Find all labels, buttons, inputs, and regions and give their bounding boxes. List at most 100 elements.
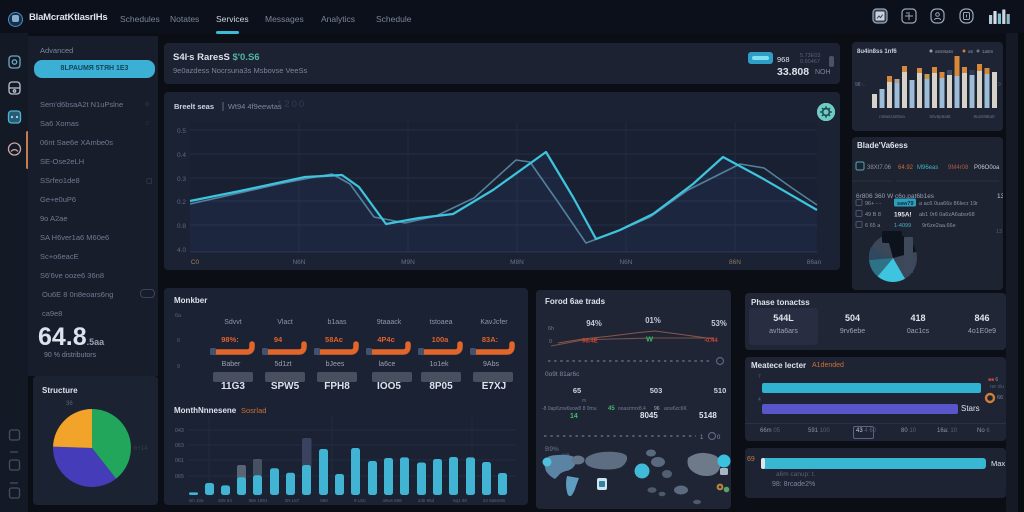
svg-text:83A:: 83A: xyxy=(482,335,498,344)
svg-text:0: 0 xyxy=(717,435,721,441)
svg-text:Baber: Baber xyxy=(222,361,241,368)
svg-text:acw6zc6K: acw6zc6K xyxy=(664,406,687,412)
svg-text:6 65 a: 6 65 a xyxy=(865,223,881,229)
svg-text:9 L6C: 9 L6C xyxy=(354,498,367,503)
svg-text:8P05: 8P05 xyxy=(429,381,453,392)
svg-text:13: 13 xyxy=(997,193,1003,200)
svg-text:8045: 8045 xyxy=(640,411,658,420)
svg-text:M9N: M9N xyxy=(401,259,415,266)
svg-text:Vlact: Vlact xyxy=(277,319,293,326)
svg-text:2N L87: 2N L87 xyxy=(285,498,300,503)
svg-text:11G3: 11G3 xyxy=(221,381,245,392)
svg-text:4m 10a: 4m 10a xyxy=(188,498,204,503)
svg-text:4P4c: 4P4c xyxy=(377,335,395,344)
svg-text:605 64: 605 64 xyxy=(218,498,232,503)
svg-text:9Abs: 9Abs xyxy=(483,361,499,368)
svg-text:KavJcfer: KavJcfer xyxy=(480,319,508,326)
svg-text:IOO5: IOO5 xyxy=(377,381,401,392)
svg-text:38Xt7.06: 38Xt7.06 xyxy=(867,165,892,171)
svg-text:043: 043 xyxy=(175,428,184,434)
svg-text:94%: 94% xyxy=(586,319,602,328)
svg-text:m9asza00xa: m9asza00xa xyxy=(879,114,905,119)
svg-text:6r806 360 W c6o.pat6b1es: 6r806 360 W c6o.pat6b1es xyxy=(856,193,935,200)
svg-text:4.0: 4.0 xyxy=(177,247,186,254)
svg-text:061: 061 xyxy=(175,458,184,464)
svg-text:la6ce: la6ce xyxy=(379,361,396,368)
svg-text:6h: 6h xyxy=(548,326,554,332)
svg-text:N6N: N6N xyxy=(292,259,305,266)
svg-text:53%: 53% xyxy=(711,319,727,328)
svg-text:1o1ek: 1o1ek xyxy=(429,361,449,368)
svg-text:98 :.: 98 :. xyxy=(855,82,865,88)
svg-text:49 B 8: 49 B 8 xyxy=(865,212,881,218)
svg-text:50v6p6a5t: 50v6p6a5t xyxy=(929,114,951,119)
svg-text:5d1zt: 5d1zt xyxy=(274,361,291,368)
svg-text:N6N: N6N xyxy=(619,259,632,266)
svg-text:bJees: bJees xyxy=(326,361,345,368)
svg-text:a ac6 0ua66s 86lecr 19r: a ac6 0ua66s 86lecr 19r xyxy=(919,201,978,207)
svg-text:-8 0ap6zrw6sow8 8 0mu: -8 0ap6zrw6sow8 8 0mu xyxy=(542,406,597,412)
svg-text:14: 14 xyxy=(570,413,578,420)
svg-text:45: 45 xyxy=(608,406,615,412)
svg-text:65: 65 xyxy=(573,386,581,395)
svg-text:9r6ze2aa.66e: 9r6ze2aa.66e xyxy=(922,223,956,229)
svg-text:m: m xyxy=(582,398,586,404)
svg-text:98.4E: 98.4E xyxy=(582,339,598,345)
svg-text:9taaack: 9taaack xyxy=(377,319,402,326)
svg-text:6q1 98: 6q1 98 xyxy=(453,498,467,503)
svg-text:0.5: 0.5 xyxy=(177,128,186,135)
svg-text:503: 503 xyxy=(650,386,663,395)
svg-text:a6: a6 xyxy=(968,49,974,54)
svg-text:M8N: M8N xyxy=(510,259,524,266)
svg-text:065: 065 xyxy=(175,474,184,480)
svg-text:ab1 0r6 0a6zA6absr68: ab1 0r6 0a6zA6absr68 xyxy=(919,212,975,218)
svg-text:1-4099: 1-4099 xyxy=(894,223,911,229)
svg-text:9: 9 xyxy=(998,82,1001,88)
svg-text:FPH8: FPH8 xyxy=(324,381,350,392)
svg-text:W: W xyxy=(646,335,654,344)
svg-text:SPW5: SPW5 xyxy=(271,381,300,392)
svg-text:24b 95d: 24b 95d xyxy=(418,498,435,503)
svg-text:0.4: 0.4 xyxy=(177,152,186,159)
svg-text:9M4r08: 9M4r08 xyxy=(948,165,969,171)
svg-text:0: 0 xyxy=(549,339,552,345)
svg-text:-0.44: -0.44 xyxy=(704,338,718,344)
svg-text:Sdvvt: Sdvvt xyxy=(224,319,242,326)
svg-text:96+ - -: 96+ - - xyxy=(865,201,881,207)
svg-text:64.92: 64.92 xyxy=(898,165,914,171)
svg-text:C0: C0 xyxy=(191,259,200,266)
svg-text:94: 94 xyxy=(274,335,283,344)
svg-text:0o9t 81ar6c: 0o9t 81ar6c xyxy=(545,371,580,378)
svg-text:510: 510 xyxy=(714,386,727,395)
svg-text:0.8: 0.8 xyxy=(177,223,186,230)
svg-text:98%:: 98%: xyxy=(221,335,239,344)
svg-text:5148: 5148 xyxy=(699,411,717,420)
svg-text:86N: 86N xyxy=(729,259,741,266)
svg-text:P06O0oa: P06O0oa xyxy=(974,165,1000,171)
svg-text:B9%: B9% xyxy=(545,446,559,453)
svg-text:1a8m: 1a8m xyxy=(982,49,994,54)
svg-text:01%: 01% xyxy=(645,316,661,325)
svg-text:58Ac: 58Ac xyxy=(325,335,343,344)
svg-text:195A!: 195A! xyxy=(894,212,912,219)
svg-text:49ws 888: 49ws 888 xyxy=(382,498,402,503)
svg-text:9u2s98ta0: 9u2s98ta0 xyxy=(973,114,995,119)
svg-text:100a: 100a xyxy=(432,335,450,344)
svg-text:E7XJ: E7XJ xyxy=(482,381,506,392)
svg-text:saw79: saw79 xyxy=(897,201,914,207)
svg-text:a6s9ta6s: a6s9ta6s xyxy=(935,49,954,54)
svg-text:b1aas: b1aas xyxy=(327,319,347,326)
svg-text:0.3: 0.3 xyxy=(177,176,186,183)
svg-text:96: 96 xyxy=(654,406,660,412)
svg-text:M96eas: M96eas xyxy=(917,165,938,171)
svg-text:0.2: 0.2 xyxy=(177,199,186,206)
svg-text:ce9: ce9 xyxy=(562,452,570,457)
svg-text:13: 13 xyxy=(996,229,1002,235)
svg-text:tstoaea: tstoaea xyxy=(430,319,453,326)
svg-text:688: 688 xyxy=(320,498,328,503)
svg-text:ooasrmrx8.4: ooasrmrx8.4 xyxy=(618,406,646,412)
svg-text:34 8a6m6s: 34 8a6m6s xyxy=(483,498,506,503)
svg-text:86an: 86an xyxy=(807,259,822,266)
svg-text:98e 1991: 98e 1991 xyxy=(249,498,268,503)
svg-text:1: 1 xyxy=(700,435,704,441)
